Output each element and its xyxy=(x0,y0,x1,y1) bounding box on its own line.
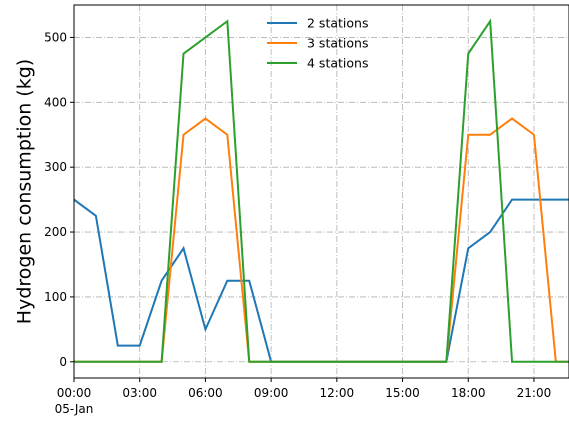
series-line-4-stations xyxy=(74,18,569,363)
x-tick-label: 00:00 xyxy=(57,386,92,400)
y-tick-label: 300 xyxy=(44,160,67,174)
x-tick-label: 06:00 xyxy=(188,386,223,400)
legend-label: 4 stations xyxy=(307,56,368,71)
y-tick-label: 500 xyxy=(44,30,67,44)
x-tick-label: 15:00 xyxy=(385,386,420,400)
x-tick-label: 09:00 xyxy=(254,386,289,400)
series-line-3-stations xyxy=(74,117,569,363)
y-tick-label: 200 xyxy=(44,225,67,239)
series-line-2-stations xyxy=(74,198,569,363)
axes: 0 100 200 300 400 500 00:00 05-Jan 03:00 06:00 09:… xyxy=(44,4,569,416)
y-tick-label: 100 xyxy=(44,290,67,304)
x-tick-sublabel: 05-Jan xyxy=(55,402,94,416)
legend-label: 3 stations xyxy=(307,36,368,51)
legend-label: 2 stations xyxy=(307,16,368,31)
y-tick-label: 400 xyxy=(44,95,67,109)
y-axis-label: Hydrogen consumption (kg) xyxy=(14,59,36,324)
plot-frame xyxy=(73,4,569,379)
legend: 2 stations 3 stations 4 stations xyxy=(267,16,368,71)
x-tick-label: 21:00 xyxy=(517,386,552,400)
grid xyxy=(74,5,569,378)
x-tick-label: 18:00 xyxy=(451,386,486,400)
x-tick-label: 12:00 xyxy=(320,386,355,400)
x-tick-label: 03:00 xyxy=(122,386,157,400)
series-layer xyxy=(74,18,569,363)
y-tick-label: 0 xyxy=(59,355,67,369)
